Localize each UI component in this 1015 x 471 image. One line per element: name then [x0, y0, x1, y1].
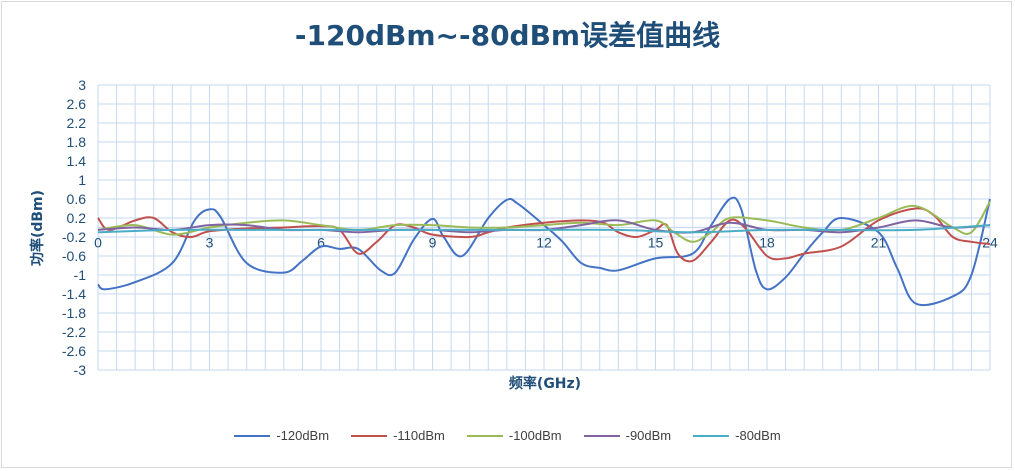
legend-swatch: [693, 434, 730, 437]
legend-label: -100dBm: [508, 428, 562, 443]
x-tick-label: 18: [759, 235, 775, 251]
series-lines: [97, 196, 991, 307]
y-tick-label: 3: [78, 77, 86, 93]
x-axis-label: 频率(GHz): [509, 375, 581, 392]
x-tick-label: 15: [648, 235, 664, 251]
legend-swatch: [583, 434, 620, 437]
y-tick-label: -0.6: [62, 248, 86, 264]
y-tick-label: 1.4: [67, 153, 87, 169]
x-tick-label: 6: [317, 235, 325, 251]
legend-item: -90dBm: [583, 428, 672, 443]
legend-label: -120dBm: [276, 428, 330, 443]
y-tick-label: -2.6: [62, 343, 86, 359]
legend-item: -110dBm: [351, 428, 445, 443]
y-tick-label: 2.2: [67, 115, 87, 131]
y-tick-label: -2.2: [62, 324, 86, 340]
legend-label: -110dBm: [393, 428, 445, 443]
legend: -120dBm -110dBm -100dBm -90dBm -80dBm: [0, 428, 1015, 443]
y-tick-label: -1.4: [62, 286, 86, 302]
legend-item: -120dBm: [234, 428, 329, 443]
y-tick-label: 1: [78, 172, 86, 188]
y-tick-label: 2.6: [67, 96, 87, 112]
x-tick-label: 21: [871, 235, 887, 251]
legend-label: -90dBm: [625, 428, 672, 443]
series-line-80dBm: [97, 224, 991, 234]
x-tick-label: 0: [94, 235, 102, 251]
chart-title: -120dBm~-80dBm误差值曲线: [294, 19, 721, 52]
series-line-100dBm: [97, 200, 991, 243]
x-tick-label: 3: [206, 235, 214, 251]
gridlines: [97, 84, 991, 371]
legend-item: -100dBm: [466, 428, 562, 443]
y-tick-label: -0.2: [62, 229, 86, 245]
y-tick-label: -3: [74, 362, 87, 378]
x-tick-label: 9: [429, 235, 437, 251]
x-tick-label: 24: [982, 235, 998, 251]
legend-swatch: [351, 434, 388, 437]
y-axis-ticks: 3 2.6 2.2 1.8 1.4 1 0.6 0.2 -0.2 -0.6 -1 -1.4 -1.8 -2…: [62, 77, 86, 378]
y-tick-label: -1.8: [62, 305, 86, 321]
legend-label: -80dBm: [735, 428, 781, 443]
x-axis-ticks: 0 3 6 9 12 15 18 21 24: [94, 235, 998, 251]
y-axis-label: 功率(dBm): [29, 190, 46, 266]
y-tick-label: -1: [74, 267, 87, 283]
legend-item: -80dBm: [693, 428, 781, 443]
legend-swatch: [234, 434, 271, 437]
y-tick-label: 1.8: [67, 134, 87, 150]
y-tick-label: 0.2: [67, 210, 87, 226]
y-tick-label: 0.6: [67, 191, 87, 207]
legend-swatch: [466, 434, 503, 437]
x-tick-label: 12: [536, 235, 552, 251]
